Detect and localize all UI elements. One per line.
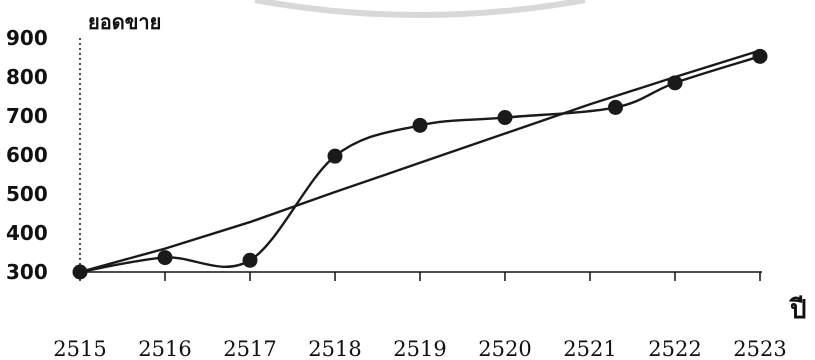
y-tick-labels: 900 800 700 600 500 400 300: [6, 26, 48, 284]
x-tick-label: 2522: [648, 337, 701, 360]
y-tick-label: 700: [6, 104, 48, 128]
data-point: [242, 252, 258, 268]
y-tick-label: 900: [6, 26, 48, 50]
y-tick-label: 300: [6, 260, 48, 284]
data-point: [412, 117, 428, 133]
series-curve-line: [79, 55, 761, 274]
x-tick-label: 2519: [393, 337, 446, 360]
y-tick-label: 400: [6, 221, 48, 245]
data-point: [608, 99, 623, 115]
watermark-arc-line: [254, 0, 586, 18]
data-point: [157, 250, 173, 266]
x-tick-label: 2517: [223, 337, 276, 360]
x-tick-label: 2518: [308, 337, 361, 360]
x-tick-label: 2520: [478, 337, 531, 360]
y-axis-label: ยอดขาย: [88, 10, 161, 34]
data-point: [327, 148, 343, 164]
y-tick-label: 500: [6, 182, 48, 206]
x-tick-labels: 2515 2516 2517 2518 2519 2520 2521 2522 2523: [53, 337, 786, 360]
y-tick-label: 800: [6, 65, 48, 89]
chart-axes: [79, 38, 762, 281]
y-tick-label: 600: [6, 143, 48, 167]
watermark-arc: [254, 0, 586, 18]
x-axis-label: ปี: [789, 295, 807, 325]
x-tick-label: 2516: [138, 337, 191, 360]
x-tick-label: 2521: [563, 337, 616, 360]
data-point: [497, 110, 513, 126]
x-tick-label: 2515: [53, 337, 106, 360]
trend-line: [79, 49, 761, 274]
x-tick-label: 2523: [733, 337, 786, 360]
chart-series: [72, 48, 768, 280]
